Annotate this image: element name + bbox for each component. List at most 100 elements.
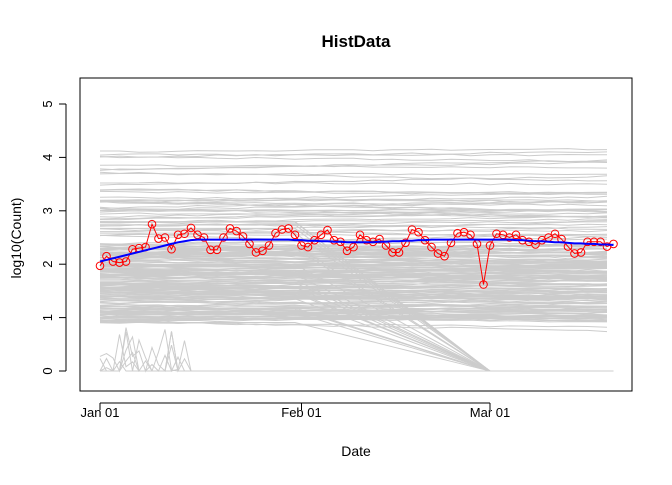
- observed-point: [440, 251, 449, 261]
- background-series-line: [99, 201, 608, 213]
- observed-point: [95, 261, 105, 271]
- observed-point: [160, 233, 170, 242]
- background-series-line: [99, 233, 608, 237]
- observed-point: [251, 248, 261, 257]
- observed-point: [297, 241, 306, 250]
- observed-point: [570, 249, 579, 258]
- background-series-line: [99, 327, 614, 373]
- observed-point: [401, 238, 410, 248]
- background-series-line: [99, 236, 608, 246]
- background-series-line: [99, 298, 608, 311]
- x-axis: Jan 01 Feb 01 Mar 01: [80, 402, 510, 420]
- observed-point: [180, 229, 189, 239]
- background-series-line: [99, 251, 608, 255]
- background-series-line: [100, 311, 608, 321]
- observed-point: [303, 242, 313, 252]
- observed-point: [258, 246, 267, 256]
- y-axis: 0 1 2 3 4 5: [40, 100, 67, 375]
- background-series-line: [99, 269, 608, 272]
- observed-point: [206, 245, 215, 255]
- background-series-line: [99, 261, 608, 265]
- background-series-line: [99, 151, 608, 158]
- observed-point: [394, 248, 404, 257]
- observed-point: [511, 230, 521, 240]
- y-tick-label: 2: [40, 261, 55, 268]
- background-series-line: [99, 212, 608, 218]
- background-series-line: [99, 282, 608, 285]
- y-tick-label: 3: [40, 207, 55, 214]
- observed-point: [550, 229, 560, 239]
- observed-point: [219, 233, 228, 242]
- background-series-line: [99, 320, 608, 333]
- background-series-line: [100, 331, 614, 372]
- background-series-line: [99, 233, 608, 245]
- observed-point: [485, 241, 495, 250]
- background-series-line: [99, 269, 608, 279]
- smooth-series-line: [99, 238, 614, 263]
- background-series-line: [100, 218, 608, 224]
- observed-point: [329, 235, 339, 245]
- background-series-line: [99, 221, 608, 230]
- observed-point: [355, 230, 365, 240]
- background-series-line: [99, 251, 608, 262]
- observed-point: [186, 223, 196, 233]
- background-series-line: [100, 181, 608, 186]
- y-axis-label: log10(Count): [8, 198, 24, 279]
- observed-point: [167, 244, 176, 254]
- observed-point: [264, 241, 274, 250]
- y-tick-label: 5: [40, 100, 55, 107]
- chart-title: HistData: [322, 32, 392, 51]
- observed-point: [583, 237, 592, 247]
- observed-point: [453, 228, 462, 238]
- observed-point: [492, 229, 501, 239]
- background-series-line: [99, 200, 608, 209]
- observed-point: [427, 242, 436, 252]
- y-tick-label: 0: [40, 367, 55, 374]
- background-series-line: [99, 153, 607, 157]
- background-series-line: [99, 276, 608, 279]
- background-series-line: [99, 206, 608, 218]
- background-series-line: [99, 188, 608, 196]
- background-series-line: [99, 156, 608, 163]
- observed-point: [277, 225, 287, 234]
- x-tick-label: Feb 01: [281, 405, 321, 420]
- y-tick-label: 1: [40, 314, 55, 321]
- background-series-line: [99, 164, 608, 169]
- observed-point: [388, 248, 397, 257]
- background-series-line: [99, 208, 608, 213]
- background-series-line: [100, 264, 608, 268]
- background-series-line: [99, 313, 608, 322]
- background-series-line: [99, 290, 608, 294]
- background-series-line: [99, 201, 608, 211]
- observed-point: [147, 219, 157, 229]
- observed-point: [173, 230, 183, 240]
- observed-point: [121, 257, 131, 266]
- observed-point: [576, 248, 586, 257]
- x-axis-label: Date: [341, 443, 371, 459]
- observed-point: [323, 225, 332, 235]
- background-series-line: [99, 216, 608, 223]
- observed-point: [199, 233, 209, 242]
- background-series-line: [100, 297, 608, 307]
- background-series-line: [99, 171, 608, 182]
- plot-frame: [79, 77, 633, 392]
- background-series-line: [99, 252, 608, 258]
- observed-point: [466, 230, 475, 240]
- background-series-line: [99, 248, 608, 259]
- observed-point: [375, 234, 384, 244]
- observed-point: [271, 228, 280, 238]
- background-series-line: [99, 292, 608, 298]
- x-tick-label: Jan 01: [80, 405, 119, 420]
- x-tick-label: Mar 01: [470, 405, 510, 420]
- observed-point: [479, 280, 488, 289]
- observed-point: [316, 230, 326, 240]
- background-series-line: [99, 264, 608, 270]
- background-series-line: [99, 161, 608, 171]
- observed-point: [342, 246, 352, 256]
- observed-point: [414, 227, 423, 237]
- background-series-line: [99, 256, 608, 265]
- observed-point: [589, 237, 599, 247]
- background-series-line: [99, 258, 608, 265]
- background-series-line: [99, 190, 607, 195]
